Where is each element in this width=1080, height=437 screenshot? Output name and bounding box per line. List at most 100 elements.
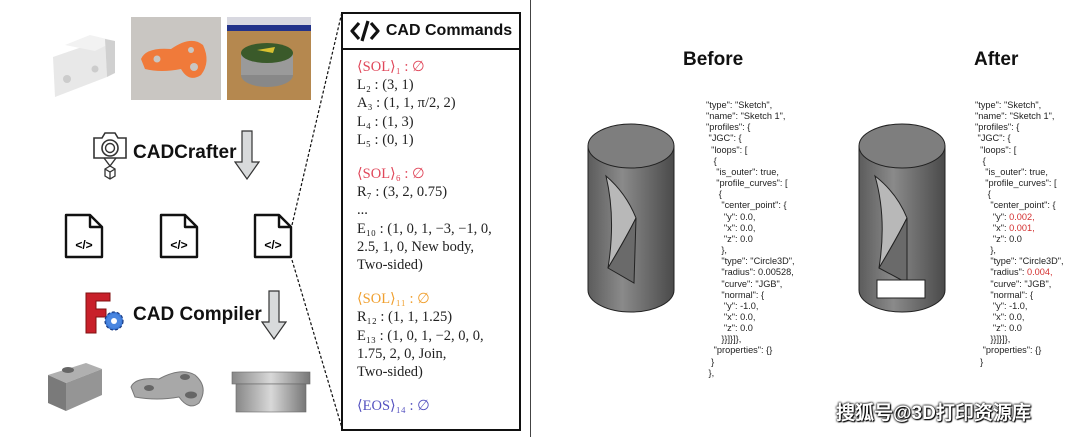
svg-text:</>: </>: [264, 238, 281, 252]
spacer: [357, 274, 519, 290]
compiled-bracket-model: [48, 363, 102, 411]
json-line: "loops": [: [706, 144, 748, 155]
json-line: "loops": [: [975, 144, 1017, 155]
json-line: }}]}]},: [975, 334, 1011, 345]
json-line: },: [706, 367, 715, 378]
json-line: {: [975, 155, 986, 166]
command-line: Two-sided): [357, 364, 423, 381]
command-line: 2.5, 1, 0, New body,: [357, 238, 475, 255]
down-arrow-icon: [234, 130, 260, 180]
json-line: "y": -1.0,: [706, 300, 759, 311]
json-line: "profile_curves": [: [975, 178, 1057, 189]
freecad-logo: [85, 292, 124, 334]
json-line: "radius": 0.004,: [975, 267, 1053, 278]
spacer: [357, 149, 519, 165]
code-file-icon: </>: [64, 213, 104, 259]
json-line: "is_outer": true,: [975, 166, 1048, 177]
json-line: "center_point": {: [706, 200, 787, 211]
command-line: ...: [357, 202, 368, 219]
json-line: "is_outer": true,: [706, 166, 779, 177]
json-line: "z": 0.0: [706, 323, 753, 334]
command-line: A₃ : (1, 1, π/2, 2): [357, 95, 456, 112]
json-line: }: [706, 356, 715, 367]
changed-value: 0.001,: [1009, 222, 1035, 233]
compiled-cylinder-model: [231, 371, 311, 413]
json-line: "x": 0.001,: [975, 222, 1035, 233]
json-line: },: [706, 245, 727, 256]
json-line: "normal": {: [706, 289, 765, 300]
json-line: "profile_curves": [: [706, 178, 788, 189]
command-line: ⟨SOL⟩₆ : ∅: [357, 166, 425, 183]
json-line: "z": 0.0: [975, 233, 1022, 244]
cad-commands-title: CAD Commands: [385, 22, 513, 39]
json-line: {: [706, 189, 722, 200]
json-line: "radius": 0.00528,: [706, 267, 794, 278]
json-line: "properties": {}: [706, 345, 773, 356]
json-line: "y": 0.002,: [975, 211, 1035, 222]
photo-metal-tin-image: [227, 17, 311, 100]
cad-commands-panel: CAD Commands ⟨SOL⟩₁ : ∅ L₂ : (3, 1) A₃ : (…: [341, 12, 521, 431]
json-line: "name": "Sketch 1",: [975, 111, 1055, 122]
code-file-icon: </>: [159, 213, 199, 259]
command-line: ⟨SOL⟩₁ : ∅: [357, 59, 425, 75]
before-title: Before: [683, 49, 744, 70]
svg-text:</>: </>: [170, 238, 187, 252]
json-line: "curve": "JGB",: [975, 278, 1052, 289]
command-list: ⟨SOL⟩₁ : ∅ L₂ : (3, 1) A₃ : (1, 1, π/2, 2)…: [343, 50, 519, 415]
watermark: 搜狐号@3D打印资源库: [836, 403, 1031, 424]
cadcrafter-label: CADCrafter: [133, 142, 237, 163]
json-line: "profiles": {: [975, 122, 1020, 133]
after-json-code: "type": "Sketch", "name": "Sketch 1", "pro…: [975, 100, 1064, 368]
json-line: "JGC": {: [975, 133, 1011, 144]
json-line: "type": "Circle3D",: [975, 256, 1064, 267]
json-line: "center_point": {: [975, 200, 1056, 211]
json-line: "y": -1.0,: [975, 300, 1028, 311]
after-title: After: [974, 49, 1019, 70]
json-line: "x": 0.0,: [975, 311, 1025, 322]
json-line: "type": "Sketch",: [706, 100, 773, 110]
down-arrow-icon: [261, 290, 287, 340]
panel-divider: [530, 0, 531, 437]
code-file-icon: </>: [253, 213, 293, 259]
zoom-dashed-lines: [291, 11, 343, 429]
changed-value: 0.002,: [1009, 211, 1035, 222]
cube-icon: [104, 165, 116, 180]
command-line: 1.75, 2, 0, Join,: [357, 345, 447, 362]
after-cylinder-model: [858, 123, 946, 313]
json-line: "y": 0.0,: [706, 211, 756, 222]
command-line: L₄ : (1, 3): [357, 113, 414, 130]
json-line: "properties": {}: [975, 345, 1042, 356]
json-line: {: [706, 155, 717, 166]
command-line: L₂ : (3, 1): [357, 77, 414, 94]
compiled-plate-model: [130, 371, 204, 407]
json-line: "x": 0.0,: [706, 222, 756, 233]
json-line: "x": 0.0,: [706, 311, 756, 322]
json-line: "z": 0.0: [975, 323, 1022, 334]
json-line: }: [975, 356, 984, 367]
command-line: ⟨EOS⟩₁₄ : ∅: [357, 398, 430, 415]
json-line: },: [975, 245, 996, 256]
gear-icon: [104, 311, 124, 331]
json-line: "type": "Sketch",: [975, 100, 1042, 110]
command-line: R₁₂ : (1, 1, 1.25): [357, 309, 453, 326]
json-line: "normal": {: [975, 289, 1034, 300]
command-line: ⟨SOL⟩₁₁ : ∅: [357, 291, 430, 308]
command-line: E₁₀ : (1, 0, 1, −3, −1, 0,: [357, 220, 492, 237]
before-json-code: "type": "Sketch", "name": "Sketch 1", "pro…: [706, 100, 795, 379]
svg-text:</>: </>: [75, 238, 92, 252]
json-line: "curve": "JGB",: [706, 278, 783, 289]
code-icon: [350, 20, 380, 42]
changed-value: 0.004,: [1026, 267, 1053, 278]
json-line: "JGC": {: [706, 133, 742, 144]
spacer: [357, 381, 519, 397]
command-line: R₇ : (3, 2, 0.75): [357, 184, 448, 201]
json-line: "z": 0.0: [706, 233, 753, 244]
json-line: "name": "Sketch 1",: [706, 111, 786, 122]
json-line: "type": "Circle3D",: [706, 256, 795, 267]
cad-render-bracket-image: [53, 35, 115, 97]
json-line: }}]}]},: [706, 334, 742, 345]
photo-orange-part-image: [131, 17, 221, 100]
cad-commands-header: CAD Commands: [343, 14, 519, 50]
cad-compiler-label: CAD Compiler: [133, 304, 262, 325]
camera-icon: [93, 132, 127, 180]
